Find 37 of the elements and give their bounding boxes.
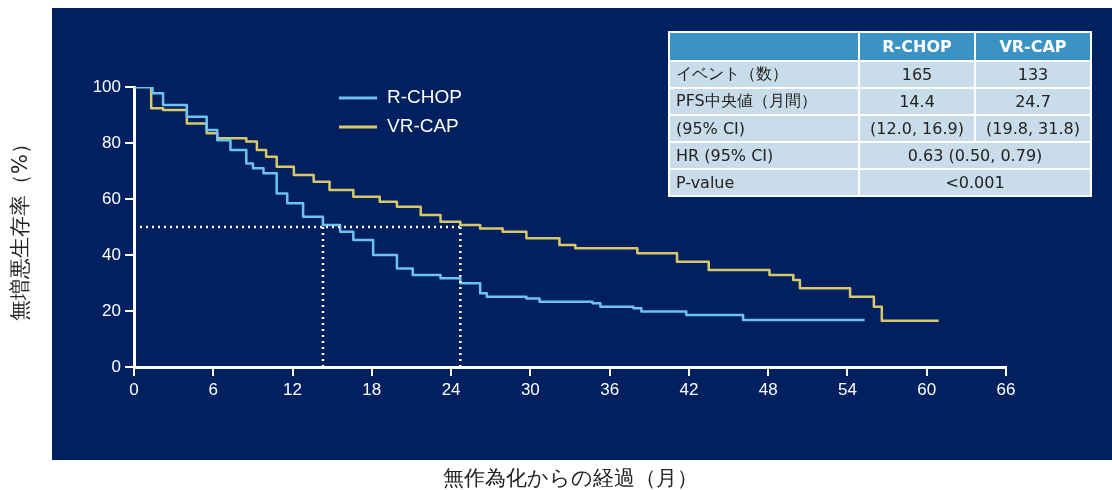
annotation: 14.4: [860, 89, 974, 114]
x-tick-label: 54: [837, 379, 857, 399]
x-tick-label: 42: [679, 379, 699, 399]
text: 133: [976, 62, 1090, 87]
annotation: PFS中央値（月間）: [670, 89, 858, 114]
y-tick-label: 40: [102, 244, 121, 264]
y-tick-label: 0: [111, 356, 121, 376]
text: 165: [860, 62, 974, 87]
annotation: 0.63 (0.50, 0.79): [860, 143, 1090, 168]
text: VR-CAP: [976, 33, 1090, 60]
y-tick-label: 80: [102, 132, 121, 152]
x-axis-title: 無作為化からの経過（月）: [442, 465, 698, 490]
annotation: (95% CI): [670, 116, 858, 141]
text: R-CHOP: [860, 33, 974, 60]
x-tick-label: 12: [283, 379, 303, 399]
text: イベント（数）: [670, 62, 858, 87]
x-tick-label: 30: [520, 379, 540, 399]
annotation: P-value: [670, 170, 858, 195]
y-tick-label: 20: [102, 300, 121, 320]
y-tick-label: 100: [92, 76, 121, 96]
legend-label: R-CHOP: [387, 86, 462, 108]
annotation: <0.001: [860, 170, 1090, 195]
x-tick-label: 18: [362, 379, 382, 399]
text: 24.7: [976, 89, 1090, 114]
x-tick-label: 24: [441, 379, 461, 399]
y-axis-title: 無増悪生存率（%）: [7, 133, 33, 321]
x-tick-label: 66: [996, 379, 1016, 399]
annotation: (12.0, 16.9): [860, 116, 974, 141]
x-tick-label: 36: [600, 379, 620, 399]
x-tick-label: 0: [129, 379, 139, 399]
y-tick-label: 60: [102, 188, 121, 208]
annotation: (19.8, 31.8): [976, 116, 1090, 141]
x-tick-label: 60: [917, 379, 937, 399]
annotation: HR (95% CI): [670, 143, 858, 168]
legend-label: VR-CAP: [387, 115, 459, 137]
x-tick-label: 6: [208, 379, 219, 399]
x-tick-label: 48: [758, 379, 778, 399]
